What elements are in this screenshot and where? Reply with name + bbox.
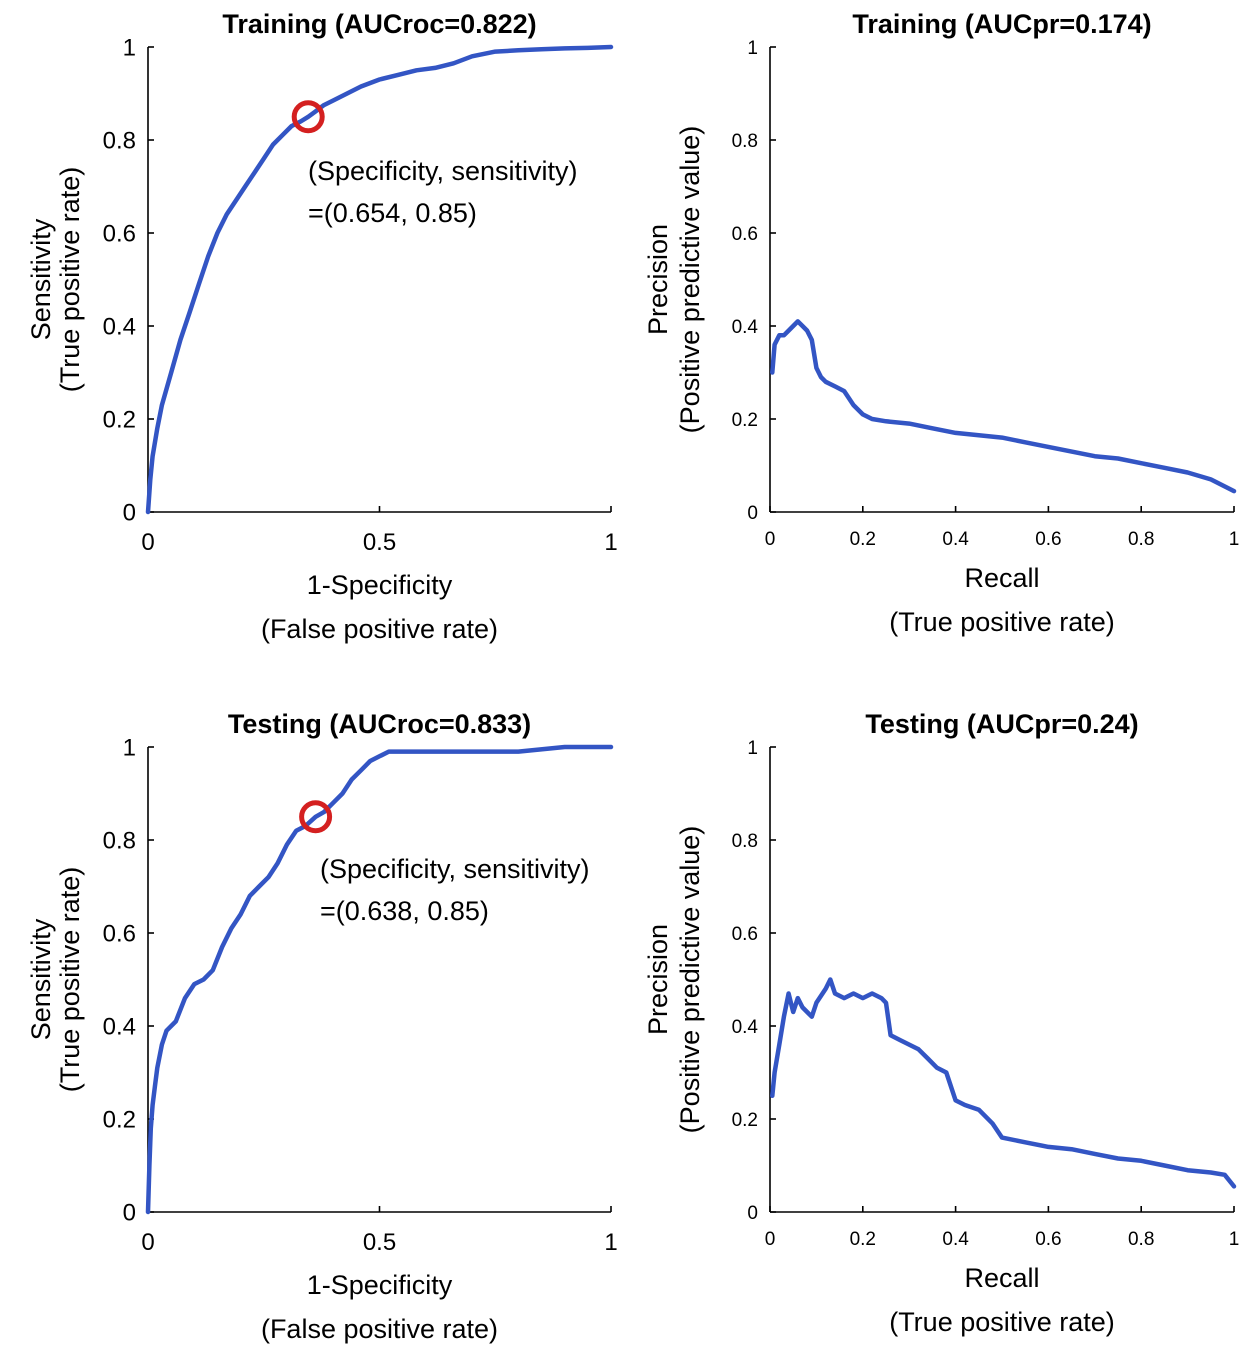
y-tick-label: 1 xyxy=(123,735,136,762)
chart-title: Testing (AUCpr=0.24) xyxy=(865,709,1138,739)
y-axis-label: Precision xyxy=(643,224,673,335)
y-axis-label: (True positive rate) xyxy=(55,867,85,1093)
x-tick-label: 0.2 xyxy=(850,1229,876,1250)
x-tick-label: 0.8 xyxy=(1128,529,1154,550)
y-tick-label: 0.8 xyxy=(103,128,136,155)
x-tick-label: 0 xyxy=(141,1229,154,1256)
y-tick-label: 0 xyxy=(123,1200,136,1227)
chart-panel-4: 0 0.2 0.4 0.6 0.8 1 0 0.2 0.4 0.6 0.8 1 Testing (AUC… xyxy=(643,709,1239,1337)
y-tick-label: 1 xyxy=(747,38,758,59)
y-tick-label: 0.6 xyxy=(732,924,758,945)
x-axis-label: (True positive rate) xyxy=(889,1307,1115,1337)
x-axis-label: (False positive rate) xyxy=(261,614,498,644)
y-axis-label: (True positive rate) xyxy=(55,167,85,393)
y-tick-label: 0.8 xyxy=(103,828,136,855)
x-axis-label: (False positive rate) xyxy=(261,1314,498,1344)
y-tick-label: 1 xyxy=(747,738,758,759)
x-tick-label: 0 xyxy=(765,1229,776,1250)
chart-panel-3: 0 0.2 0.4 0.6 0.8 1 0 0.5 1 Testing (AUCroc=0.833… xyxy=(26,709,618,1344)
y-tick-label: 0.4 xyxy=(103,314,136,341)
y-tick-label: 1 xyxy=(123,35,136,62)
x-tick-label: 0.8 xyxy=(1128,1229,1154,1250)
y-tick-label: 0.2 xyxy=(732,1110,758,1131)
operating-point-marker xyxy=(299,800,333,834)
y-tick-label: 0.6 xyxy=(103,921,136,948)
chart-title: Training (AUCroc=0.822) xyxy=(222,9,536,39)
y-axis-label: (Positive predictive value) xyxy=(675,126,705,434)
y-tick-label: 0.2 xyxy=(103,1107,136,1134)
x-axis-label: Recall xyxy=(964,563,1039,593)
series-line xyxy=(770,319,1237,494)
annotation-text: =(0.654, 0.85) xyxy=(308,198,477,228)
x-axis-label: Recall xyxy=(964,1263,1039,1293)
y-tick-label: 0.8 xyxy=(732,831,758,852)
x-axis-label: (True positive rate) xyxy=(889,607,1115,637)
y-tick-label: 0.8 xyxy=(732,131,758,152)
x-tick-label: 0.6 xyxy=(1035,529,1061,550)
y-axis-label: (Positive predictive value) xyxy=(675,826,705,1134)
x-tick-label: 1 xyxy=(604,529,617,556)
x-tick-label: 0.6 xyxy=(1035,1229,1061,1250)
x-tick-label: 0.5 xyxy=(363,529,396,556)
y-tick-label: 0.4 xyxy=(732,1017,759,1038)
y-tick-label: 0.6 xyxy=(103,221,136,248)
x-tick-label: 0.4 xyxy=(942,1229,969,1250)
x-tick-label: 1 xyxy=(1229,529,1240,550)
operating-point-marker xyxy=(291,100,325,134)
y-tick-label: 0.2 xyxy=(103,407,136,434)
chart-title: Testing (AUCroc=0.833) xyxy=(228,709,531,739)
y-tick-label: 0.2 xyxy=(732,410,758,431)
x-tick-label: 0.5 xyxy=(363,1229,396,1256)
y-axis-label: Precision xyxy=(643,924,673,1035)
x-axis-label: 1-Specificity xyxy=(307,1270,453,1300)
annotation-text: (Specificity, sensitivity) xyxy=(320,854,590,884)
x-tick-label: 0.2 xyxy=(850,529,876,550)
series-line xyxy=(770,977,1237,1189)
x-tick-label: 0 xyxy=(141,529,154,556)
x-tick-label: 0 xyxy=(765,529,776,550)
chart-title: Training (AUCpr=0.174) xyxy=(852,9,1151,39)
y-axis-label: Sensitivity xyxy=(26,918,56,1040)
y-tick-label: 0 xyxy=(747,503,758,524)
x-tick-label: 1 xyxy=(604,1229,617,1256)
y-axis-label: Sensitivity xyxy=(26,218,56,340)
annotation-text: (Specificity, sensitivity) xyxy=(308,156,578,186)
y-tick-label: 0 xyxy=(747,1203,758,1224)
annotation-text: =(0.638, 0.85) xyxy=(320,896,489,926)
series-line xyxy=(145,44,614,515)
series-line xyxy=(145,744,614,1215)
x-tick-label: 1 xyxy=(1229,1229,1240,1250)
y-tick-label: 0 xyxy=(123,500,136,527)
x-axis-label: 1-Specificity xyxy=(307,570,453,600)
y-tick-label: 0.4 xyxy=(103,1014,136,1041)
y-tick-label: 0.6 xyxy=(732,224,758,245)
x-tick-label: 0.4 xyxy=(942,529,969,550)
chart-panel-1: 0 0.2 0.4 0.6 0.8 1 0 0.5 1 Training (AUCroc=0.82… xyxy=(26,9,618,644)
chart-panel-2: 0 0.2 0.4 0.6 0.8 1 0 0.2 0.4 0.6 0.8 1 Training (AU… xyxy=(643,9,1239,637)
y-tick-label: 0.4 xyxy=(732,317,759,338)
